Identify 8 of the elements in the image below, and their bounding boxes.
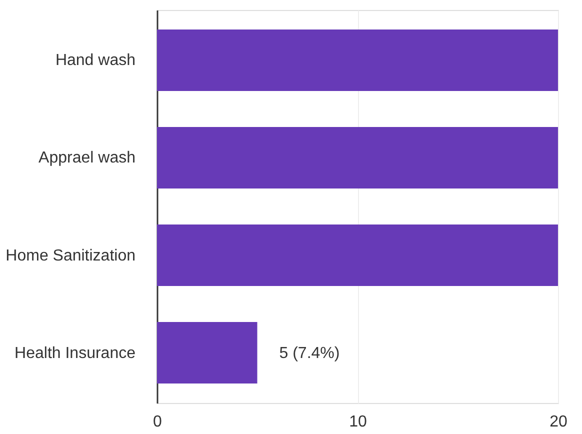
y-tick-label: Home Sanitization [6, 247, 136, 264]
x-tick-label: 10 [349, 414, 367, 430]
y-tick-label: Hand wash [55, 52, 136, 70]
y-tick-label: Health Insurance [14, 344, 136, 362]
x-tick-label: 20 [550, 414, 568, 430]
x-tick-label: 0 [153, 414, 162, 430]
data-label: 5 (7.4%) [279, 344, 340, 362]
y-tick-label: Apprael wash [38, 150, 136, 167]
